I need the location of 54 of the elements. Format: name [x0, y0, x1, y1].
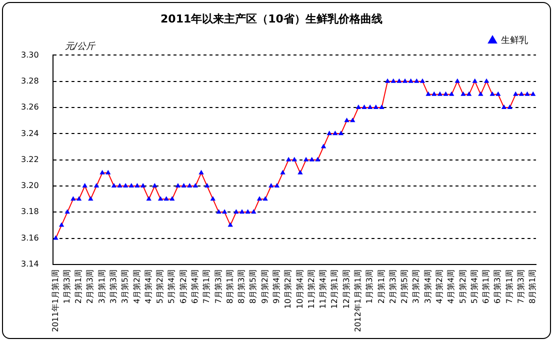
x-tick-label: 3月第5周: [120, 269, 130, 304]
x-tick-label: 8月第1周: [528, 269, 538, 304]
x-tick-label: 6月第4周: [190, 269, 200, 304]
x-tick-label: 6月第1周: [482, 269, 491, 304]
x-tick-label: 5月第2周: [156, 269, 165, 304]
x-tick-label: 7月第3周: [214, 269, 223, 304]
x-tick-label: 8月第5周: [248, 269, 258, 304]
y-tick-label: 3.24: [21, 128, 39, 138]
x-tick-label: 3月第3周: [109, 269, 118, 304]
x-tick-label: 2月第3周: [388, 269, 398, 304]
x-tick-label: 2月第5周: [400, 269, 410, 304]
x-tick-label: 8月第1周: [225, 269, 234, 304]
x-tick-label: 10月第4周: [295, 269, 304, 309]
x-tick-label: 12月第1周: [330, 269, 340, 309]
x-tick-label: 5月第2周: [458, 269, 468, 304]
x-tick-label: 7月第1周: [202, 269, 212, 304]
x-tick-label: 5月第4周: [470, 269, 479, 304]
x-tick-label: 1月第3周: [365, 269, 374, 304]
x-tick-label: 7月第3周: [516, 269, 526, 304]
x-tick-label: 2月第1周: [376, 269, 386, 304]
x-tick-label: 4月第2周: [435, 269, 444, 304]
x-tick-label: 9月第4周: [272, 269, 282, 304]
x-tick-label: 3月第2周: [412, 269, 421, 304]
y-tick-label: 3.16: [21, 233, 39, 242]
x-tick-label: 6月第2周: [178, 269, 188, 304]
x-tick-label: 12月第3周: [342, 269, 351, 309]
x-tick-label: 4月第4周: [144, 269, 153, 304]
x-tick-label: 6月第3周: [493, 269, 502, 304]
x-tick-label: 4月第2周: [132, 269, 142, 304]
x-tick-label: 11月第2周: [306, 269, 316, 309]
x-tick-label: 9月第2周: [260, 269, 270, 304]
y-tick-label: 3.14: [21, 260, 39, 269]
chart-title: 2011年以来主产区（10省）生鲜乳价格曲线: [160, 12, 382, 26]
x-tick-label: 2011年1月第1周: [50, 269, 60, 332]
y-tick-label: 3.22: [21, 154, 39, 164]
y-tick-label: 3.30: [21, 50, 39, 60]
y-tick-label: 3.26: [21, 102, 39, 112]
y-tick-label: 3.20: [21, 181, 39, 190]
x-tick-label: 4月第4周: [446, 269, 456, 304]
x-tick-label: 2月第1周: [74, 269, 84, 304]
y-tick-label: 3.18: [21, 207, 39, 216]
x-tick-label: 8月第3周: [237, 269, 246, 304]
x-tick-label: 11月第4周: [318, 269, 328, 309]
y-tick-label: 3.28: [21, 76, 39, 86]
x-tick-label: 7月第1周: [504, 269, 514, 304]
x-tick-label: 2012年1月第1周: [354, 269, 363, 332]
x-tick-label: 1月第3周: [62, 269, 72, 304]
x-tick-label: 3月第1周: [97, 269, 106, 304]
x-tick-label: 2月第3周: [86, 269, 95, 304]
x-tick-label: 5月第4周: [167, 269, 176, 304]
x-tick-label: 10月第2周: [284, 269, 293, 309]
legend-label: 生鲜乳: [501, 35, 528, 46]
y-axis-title: 元/公斤: [64, 41, 96, 52]
x-tick-label: 3月第4周: [423, 269, 432, 304]
